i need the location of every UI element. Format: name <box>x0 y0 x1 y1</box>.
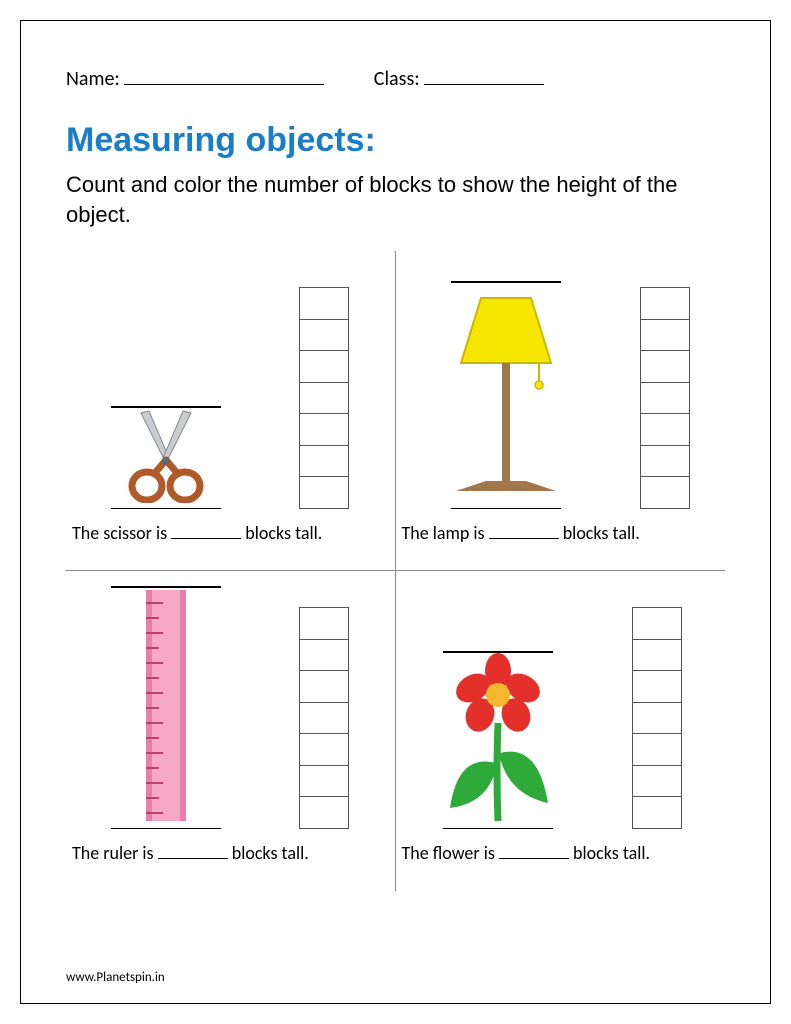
footer-attribution: www.Planetspin.in <box>66 970 165 985</box>
class-input-line[interactable] <box>424 61 544 85</box>
caption-before: The flower is <box>402 842 499 864</box>
block-stack-lamp[interactable] <box>640 287 690 509</box>
class-label: Class: <box>374 67 420 91</box>
header-row: Name: Class: <box>66 61 725 91</box>
cell-scissor: The scissor is blocks tall. <box>66 251 396 571</box>
caption-before: The lamp is <box>402 522 489 544</box>
worksheet-title: Measuring objects: <box>66 121 725 160</box>
flower-icon <box>438 653 558 828</box>
caption-after: blocks tall. <box>569 842 650 864</box>
measure-line-bottom <box>443 828 553 830</box>
answer-blank-ruler[interactable] <box>158 841 228 859</box>
block-stack-scissor[interactable] <box>299 287 349 509</box>
caption-flower: The flower is blocks tall. <box>402 841 720 864</box>
block-stack-flower[interactable] <box>632 607 682 829</box>
cell-ruler: The ruler is blocks tall. <box>66 571 396 891</box>
caption-after: blocks tall. <box>559 522 640 544</box>
scissor-object <box>111 406 221 509</box>
caption-after: blocks tall. <box>228 842 309 864</box>
caption-before: The ruler is <box>72 842 158 864</box>
name-input-line[interactable] <box>124 61 324 85</box>
ruler-object <box>111 586 221 829</box>
measure-line-bottom <box>111 508 221 510</box>
name-field: Name: <box>66 61 324 91</box>
caption-ruler: The ruler is blocks tall. <box>72 841 389 864</box>
caption-before: The scissor is <box>72 522 171 544</box>
cell-lamp: The lamp is blocks tall. <box>396 251 726 571</box>
cell-flower: The flower is blocks tall. <box>396 571 726 891</box>
class-field: Class: <box>374 61 544 91</box>
block-stack-ruler[interactable] <box>299 607 349 829</box>
problems-grid: The scissor is blocks tall. <box>66 251 725 891</box>
answer-blank-scissor[interactable] <box>171 521 241 539</box>
scissors-icon <box>121 408 211 508</box>
name-label: Name: <box>66 67 120 91</box>
caption-lamp: The lamp is blocks tall. <box>402 521 720 544</box>
ruler-icon <box>141 588 191 828</box>
answer-blank-flower[interactable] <box>499 841 569 859</box>
measure-line-bottom <box>451 508 561 510</box>
caption-scissor: The scissor is blocks tall. <box>72 521 389 544</box>
lamp-icon <box>431 283 581 508</box>
instructions-text: Count and color the number of blocks to … <box>66 170 725 229</box>
caption-after: blocks tall. <box>241 522 322 544</box>
flower-object <box>438 651 558 829</box>
lamp-object <box>431 281 581 509</box>
answer-blank-lamp[interactable] <box>489 521 559 539</box>
worksheet-page: Name: Class: Measuring objects: Count an… <box>20 20 771 1004</box>
measure-line-bottom <box>111 828 221 830</box>
